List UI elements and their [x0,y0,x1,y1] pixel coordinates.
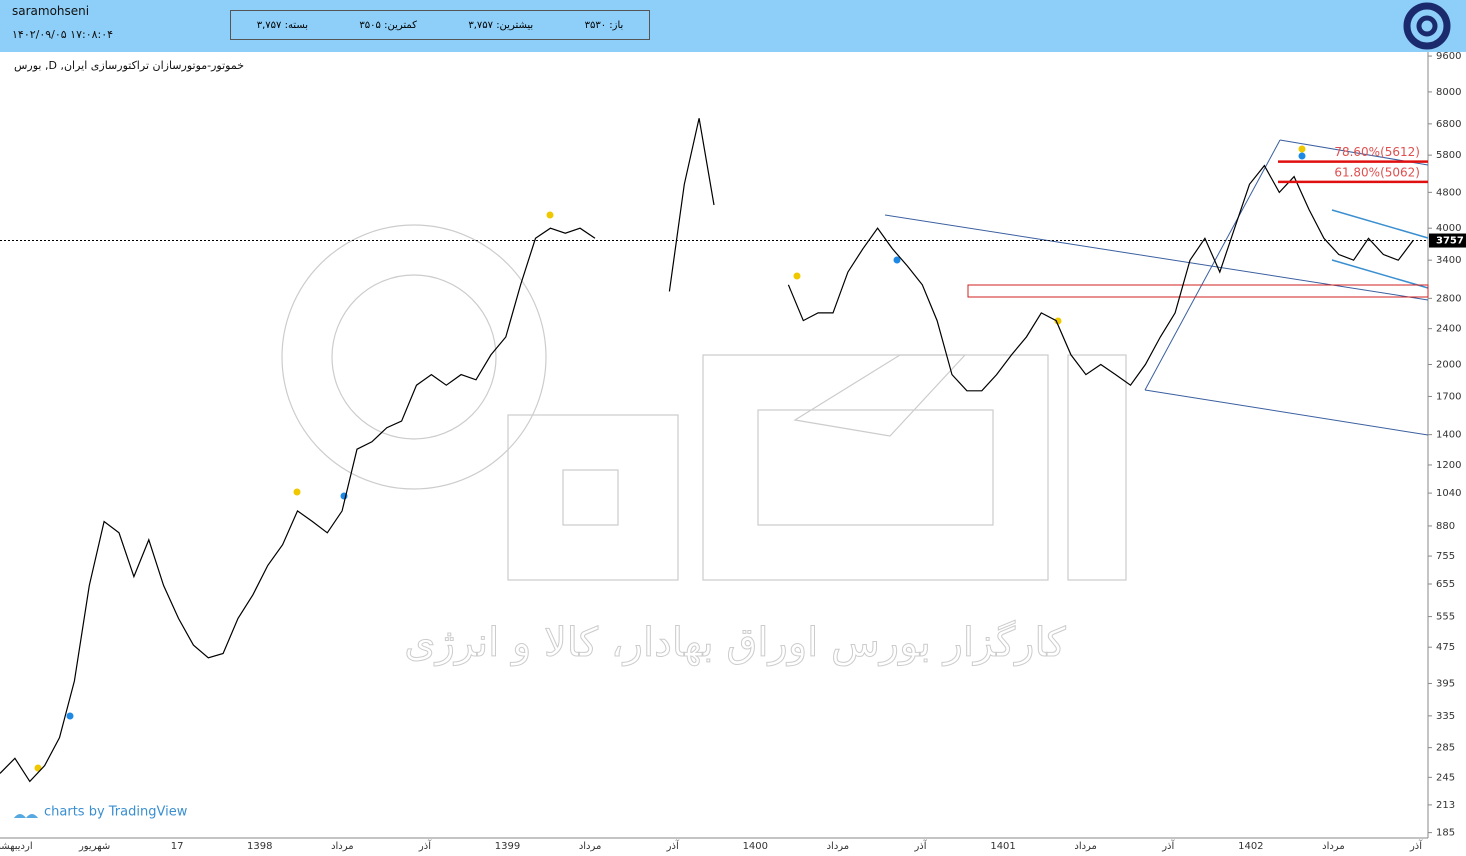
x-tick-label: آذر [913,839,927,852]
watermark: کارگزار بورس اوراق بهادار، کالا و انرژی [404,620,1066,666]
x-tick-label: آذر [666,839,680,852]
field-label: بیشترین: [496,19,534,31]
y-tick-label: 285 [1436,743,1455,754]
y-tick-label: 1040 [1436,488,1461,499]
x-tick-label: 1402 [1238,841,1263,852]
fib-label: 78.60%(5612) [1334,145,1420,159]
x-tick-label: مرداد [1322,841,1345,852]
field: باز: ۳۵۳۰ [585,20,624,31]
x-tick-label: مرداد [827,841,850,852]
x-tick-label: 1401 [990,841,1015,852]
y-tick-label: 5800 [1436,150,1461,161]
header: saramohseni ۱۴۰۲/۰۹/۰۵ ۱۷:۰۸:۰۴ باز: ۳۵۳… [0,0,1466,52]
y-tick-label: 2000 [1436,360,1461,371]
y-tick-label: 880 [1436,521,1455,532]
y-tick-label: 755 [1436,551,1455,562]
y-tick-label: 4800 [1436,187,1461,198]
x-tick-label: مرداد [579,841,602,852]
x-tick-label: 17 [171,841,184,852]
field: بسته: ۳,۷۵۷ [257,20,308,31]
y-tick-label: 6800 [1436,119,1461,130]
drawings [884,139,1429,436]
field-value: ۳۵۳۰ [584,19,607,31]
x-tick-label: آذر [418,839,432,852]
y-tick-label: 1200 [1436,460,1461,471]
datetime: ۱۴۰۲/۰۹/۰۵ ۱۷:۰۸:۰۴ [12,28,114,41]
y-tick-label: 2400 [1436,324,1461,335]
signal-dots [34,145,1306,772]
y-tick-label: 213 [1436,800,1455,811]
last-price-tag [1429,233,1466,248]
x-tick-label: شهریور [78,841,110,852]
ohlc-box: باز: ۳۵۳۰ بیشترین: ۳,۷۵۷ کمترین: ۳۵۰۵ بس… [230,10,650,40]
field-value: ۳,۷۵۷ [468,19,493,31]
x-tick-label: مرداد [331,841,354,852]
fib-label: 61.80%(5062) [1334,165,1420,179]
y-tick-label: 335 [1436,711,1455,722]
credit: charts by TradingView [44,805,188,820]
x-tick-label: 1398 [247,841,272,852]
y-tick-label: 555 [1436,612,1455,623]
x-tick-label: مرداد [1074,841,1097,852]
user: saramohseni [12,4,90,18]
y-tick-label: 475 [1436,642,1455,653]
field-label: باز: [609,19,624,31]
y-tick-label: 8000 [1436,87,1461,98]
field: کمترین: ۳۵۰۵ [359,20,417,31]
field: بیشترین: ۳,۷۵۷ [468,20,533,31]
logo [1403,2,1451,50]
field-label: بسته: [284,19,309,31]
y-tick-label: 2800 [1436,293,1461,304]
x-tick-label: 1400 [743,841,768,852]
credit-icon [14,814,38,818]
field-label: کمترین: [384,19,417,31]
y-tick-label: 395 [1436,678,1455,689]
y-tick-label: 1400 [1436,430,1461,441]
x-tick-label: 1399 [495,841,520,852]
x-tick-label: اردیبهشت [0,841,33,852]
y-tick-label: 4000 [1436,223,1461,234]
y-tick-label: 3400 [1436,255,1461,266]
y-tick-label: 1700 [1436,391,1461,402]
chart-title: بورس ,D ,خموتور-موتورسازان تراکتورسازی ا… [14,59,244,72]
x-tick-label: آذر [1409,839,1423,852]
watermark-shapes [281,224,1127,581]
price-line [0,118,1414,783]
field-value: ۳۵۰۵ [359,19,381,31]
field-value: ۳,۷۵۷ [256,19,282,31]
y-tick-label: 245 [1436,772,1455,783]
x-tick-label: آذر [1161,839,1175,852]
y-tick-label: 185 [1436,828,1455,839]
y-tick-label: 9600 [1436,51,1461,62]
y-tick-label: 655 [1436,579,1455,590]
last-price-label: 3757 [1436,236,1464,247]
